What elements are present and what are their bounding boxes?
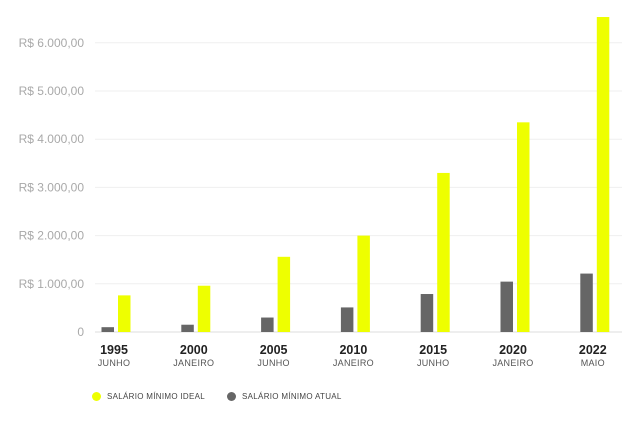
bar-salario-ideal	[437, 172, 450, 332]
legend-label-atual: SALÁRIO MÍNIMO ATUAL	[242, 392, 342, 401]
bar-salario-atual	[500, 281, 513, 332]
bar-salario-ideal	[197, 285, 211, 332]
legend: SALÁRIO MÍNIMO IDEAL SALÁRIO MÍNIMO ATUA…	[92, 392, 342, 401]
x-tick-label-month: JUNHO	[417, 358, 450, 368]
x-tick-label-month: JANEIRO	[173, 358, 214, 368]
y-tick-label: 0	[77, 325, 84, 339]
legend-dot-ideal	[92, 392, 101, 401]
x-tick-label-year: 2000	[180, 343, 208, 357]
bars	[101, 17, 610, 332]
legend-item-atual: SALÁRIO MÍNIMO ATUAL	[227, 392, 342, 401]
x-tick-label-month: JUNHO	[257, 358, 290, 368]
bar-salario-atual	[261, 317, 274, 332]
x-axis: 1995JUNHO2000JANEIRO2005JUNHO2010JANEIRO…	[98, 343, 607, 368]
x-tick-label-month: JANEIRO	[492, 358, 533, 368]
y-tick-label: R$ 2.000,00	[19, 229, 85, 243]
bar-salario-ideal	[357, 235, 370, 332]
bar-salario-ideal	[596, 17, 610, 332]
bar-salario-atual	[340, 307, 354, 332]
bar-salario-atual	[580, 273, 593, 332]
x-tick-label-year: 2020	[499, 343, 527, 357]
legend-label-ideal: SALÁRIO MÍNIMO IDEAL	[107, 392, 206, 401]
bar-salario-atual	[420, 294, 434, 332]
y-tick-label: R$ 1.000,00	[19, 277, 85, 291]
y-tick-label: R$ 4.000,00	[19, 132, 85, 146]
bar-salario-ideal	[517, 122, 530, 332]
legend-item-ideal: SALÁRIO MÍNIMO IDEAL	[92, 392, 205, 401]
x-tick-label-month: JANEIRO	[333, 358, 374, 368]
x-tick-label-month: JUNHO	[98, 358, 131, 368]
y-axis: 0 R$ 1.000,00 R$ 2.000,00 R$ 3.000,00 R$ 4.0…	[19, 36, 85, 339]
x-tick-label-year: 1995	[100, 343, 128, 357]
y-tick-label: R$ 5.000,00	[19, 84, 85, 98]
x-tick-label-year: 2005	[260, 343, 288, 357]
y-tick-label: R$ 6.000,00	[19, 36, 85, 50]
x-tick-label-month: MAIO	[581, 358, 605, 368]
x-tick-label-year: 2022	[579, 343, 607, 357]
y-tick-label: R$ 3.000,00	[19, 180, 85, 194]
bar-salario-ideal	[277, 256, 291, 332]
legend-dot-atual	[227, 392, 237, 401]
bar-salario-atual	[181, 324, 194, 332]
x-tick-label-year: 2015	[419, 343, 447, 357]
x-tick-label-year: 2010	[339, 343, 367, 357]
bar-salario-atual	[101, 327, 114, 332]
bar-salario-ideal	[118, 295, 131, 332]
